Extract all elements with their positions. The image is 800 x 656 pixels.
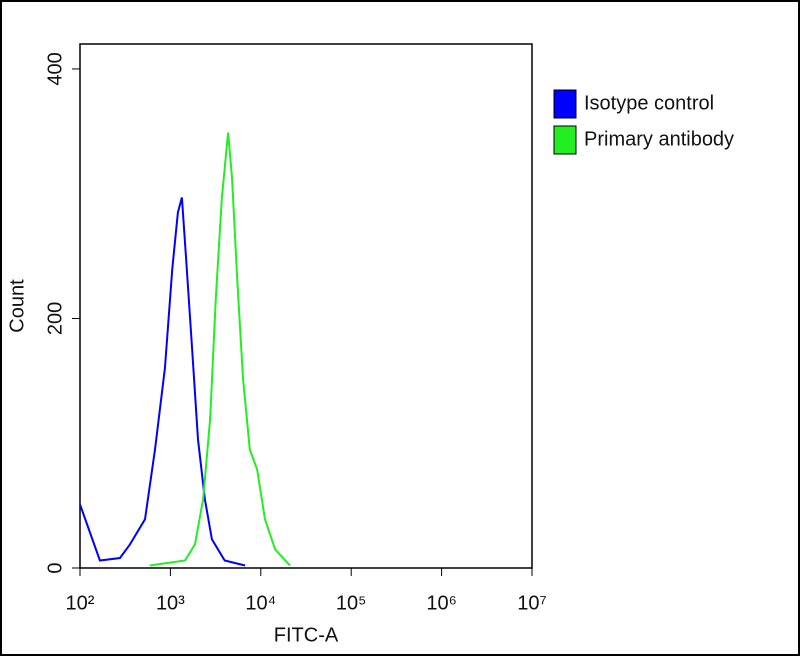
legend-swatch bbox=[553, 89, 577, 119]
y-tick-label: 200 bbox=[44, 302, 66, 335]
legend-swatch bbox=[553, 125, 577, 155]
series-line bbox=[79, 197, 246, 567]
x-axis-label: FITC-A bbox=[274, 624, 339, 646]
x-tick-label: 10⁵ bbox=[336, 592, 367, 614]
y-tick-label: 400 bbox=[44, 52, 66, 85]
x-tick-label: 10⁷ bbox=[517, 592, 546, 614]
legend-label: Primary antibody bbox=[584, 128, 734, 150]
x-tick-label: 10³ bbox=[156, 592, 185, 614]
y-axis-label: Count bbox=[6, 279, 28, 333]
series-line bbox=[149, 132, 291, 567]
x-tick-label: 10⁶ bbox=[426, 592, 456, 614]
x-tick-label: 10⁴ bbox=[245, 592, 276, 614]
legend-label: Isotype control bbox=[584, 92, 714, 114]
plot-area bbox=[79, 43, 533, 569]
x-tick-label: 10² bbox=[66, 592, 95, 614]
y-tick-label: 0 bbox=[44, 562, 66, 573]
